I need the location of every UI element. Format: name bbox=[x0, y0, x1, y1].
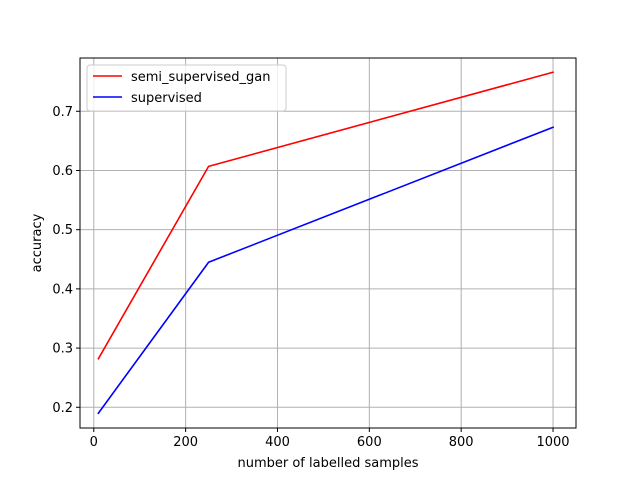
series-line-supervised bbox=[97, 126, 555, 415]
legend-box bbox=[86, 64, 287, 112]
legend-label-semi-supervised-gan: semi_supervised_gan bbox=[131, 70, 270, 85]
x-tick-label: 800 bbox=[449, 435, 474, 450]
grid bbox=[80, 58, 576, 428]
x-tick-label: 0 bbox=[90, 435, 98, 450]
plot-frame bbox=[79, 57, 577, 429]
x-tick-label: 600 bbox=[357, 435, 382, 450]
series-line-semi-supervised-gan bbox=[97, 71, 555, 360]
y-tick-label: 0.4 bbox=[52, 282, 73, 297]
x-axis-label: number of labelled samples bbox=[237, 456, 418, 471]
legend-label-supervised: supervised bbox=[131, 91, 202, 106]
legend: semi_supervised_gan supervised bbox=[86, 64, 287, 112]
y-tick-label: 0.7 bbox=[52, 105, 73, 120]
y-tick-label: 0.2 bbox=[52, 401, 73, 416]
y-tick-label: 0.3 bbox=[52, 342, 73, 357]
y-tick-label: 0.5 bbox=[52, 223, 73, 238]
ticks: 0 200 400 600 800 1000 0.2 0.3 0.4 0.5 0.6 0.7 bbox=[52, 105, 569, 450]
series-lines bbox=[97, 71, 555, 415]
x-tick-label: 400 bbox=[265, 435, 290, 450]
x-tick-label: 1000 bbox=[536, 435, 569, 450]
x-tick-label: 200 bbox=[173, 435, 198, 450]
y-tick-label: 0.6 bbox=[52, 164, 73, 179]
y-axis-label: accuracy bbox=[30, 213, 45, 272]
